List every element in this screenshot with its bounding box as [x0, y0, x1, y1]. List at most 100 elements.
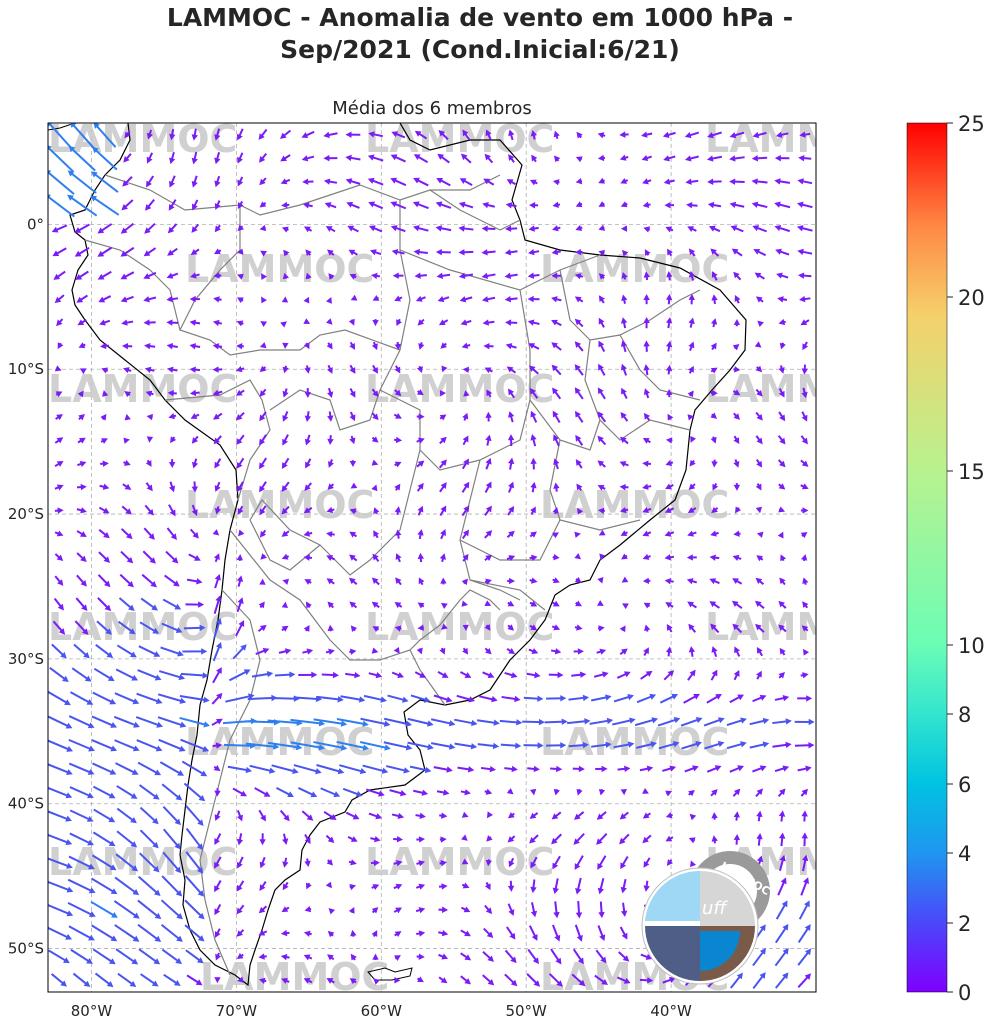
wind-arrow [415, 883, 426, 890]
wind-arrow [168, 504, 176, 517]
wind-arrow [752, 225, 768, 233]
wind-arrow [184, 924, 205, 942]
wind-arrow [91, 171, 119, 193]
wind-arrow [733, 530, 741, 537]
wind-arrow [417, 976, 424, 983]
wind-arrow [416, 482, 424, 492]
wind-arrow [232, 644, 247, 660]
wind-arrow [184, 875, 205, 897]
wind-arrow [576, 788, 583, 796]
wind-arrow [454, 718, 478, 727]
wind-arrow [212, 412, 223, 420]
wind-arrow [235, 366, 245, 373]
wind-arrow [394, 977, 401, 984]
watermark-text: LAMMOC [185, 720, 374, 764]
wind-arrow [146, 436, 154, 443]
wind-arrow [440, 342, 447, 349]
wind-arrow [687, 530, 697, 537]
wind-arrow [278, 648, 292, 655]
wind-arrow [339, 764, 367, 775]
wind-arrow [259, 224, 267, 232]
wind-arrow [756, 810, 763, 822]
wind-arrow [303, 930, 312, 937]
wind-arrow [802, 648, 810, 656]
wind-arrow [688, 837, 696, 844]
wind-arrow [620, 340, 628, 353]
wind-arrow [598, 249, 605, 257]
wind-arrow [457, 766, 475, 773]
wind-arrow [526, 973, 541, 987]
wind-arrow [383, 741, 413, 751]
wind-arrow [462, 129, 471, 141]
wind-arrow [123, 459, 131, 466]
wind-arrow [372, 626, 380, 633]
wind-arrow [620, 855, 629, 870]
wind-arrow [48, 903, 74, 917]
wind-arrow [349, 577, 358, 585]
wind-arrow [551, 924, 561, 942]
wind-arrow [349, 601, 358, 609]
wind-arrow [506, 926, 516, 940]
wind-arrow [706, 765, 722, 773]
wind-arrow [439, 482, 447, 493]
wind-arrow [120, 528, 133, 540]
lammoc-logo: uff LAMMOC [641, 851, 772, 985]
wind-arrow [416, 647, 423, 655]
wind-arrow [772, 718, 792, 725]
lon-tick-label: 60°W [361, 1002, 403, 1019]
wind-arrow [666, 389, 673, 398]
colorbar-label: 2 [958, 912, 971, 936]
wind-arrow [304, 365, 311, 374]
wind-arrow [304, 226, 313, 233]
wind-arrow [687, 226, 697, 232]
wind-arrow [305, 458, 312, 469]
wind-arrow [707, 131, 722, 139]
wind-arrow [800, 319, 810, 326]
wind-arrow [191, 435, 199, 444]
wind-arrow [78, 342, 86, 349]
wind-arrow [710, 436, 717, 444]
wind-arrow [160, 646, 184, 657]
wind-arrow [417, 552, 425, 563]
wind-arrow [527, 765, 540, 773]
wind-arrow [124, 130, 131, 139]
wind-arrow [137, 923, 162, 942]
wind-arrow [77, 437, 86, 444]
wind-arrow [280, 154, 291, 162]
wind-arrow [530, 481, 537, 493]
wind-arrow [685, 178, 699, 185]
wind-arrow [100, 438, 108, 444]
wind-arrow [662, 765, 677, 772]
wind-arrow [643, 364, 650, 376]
wind-arrow [664, 507, 675, 513]
wind-arrow [120, 550, 134, 564]
wind-arrow [68, 762, 95, 775]
wind-arrow [158, 738, 186, 752]
wind-arrow [345, 154, 361, 162]
wind-arrow [710, 530, 719, 537]
watermark-text: LAMMOC [365, 840, 554, 884]
wind-arrow [461, 834, 468, 841]
wind-arrow [801, 810, 808, 822]
wind-arrow [620, 902, 628, 917]
wind-arrow [92, 146, 118, 171]
wind-arrow [499, 719, 523, 726]
wind-arrow [185, 851, 204, 874]
wind-arrow [461, 505, 470, 517]
watermark-text: LAMMOC [540, 720, 729, 764]
wind-arrow [140, 973, 159, 987]
wind-arrow [123, 367, 132, 374]
wind-arrow [259, 177, 267, 186]
wind-arrow [687, 601, 697, 609]
wind-arrow [395, 577, 402, 586]
wind-arrow [665, 226, 674, 233]
wind-arrow [282, 411, 289, 422]
wind-arrow [345, 178, 361, 185]
wind-arrow [367, 154, 384, 162]
wind-arrow [596, 648, 607, 655]
wind-arrow [115, 853, 139, 872]
wind-arrow [99, 483, 110, 490]
wind-arrow [690, 860, 697, 868]
wind-arrow [160, 923, 183, 942]
wind-arrow [282, 857, 289, 868]
